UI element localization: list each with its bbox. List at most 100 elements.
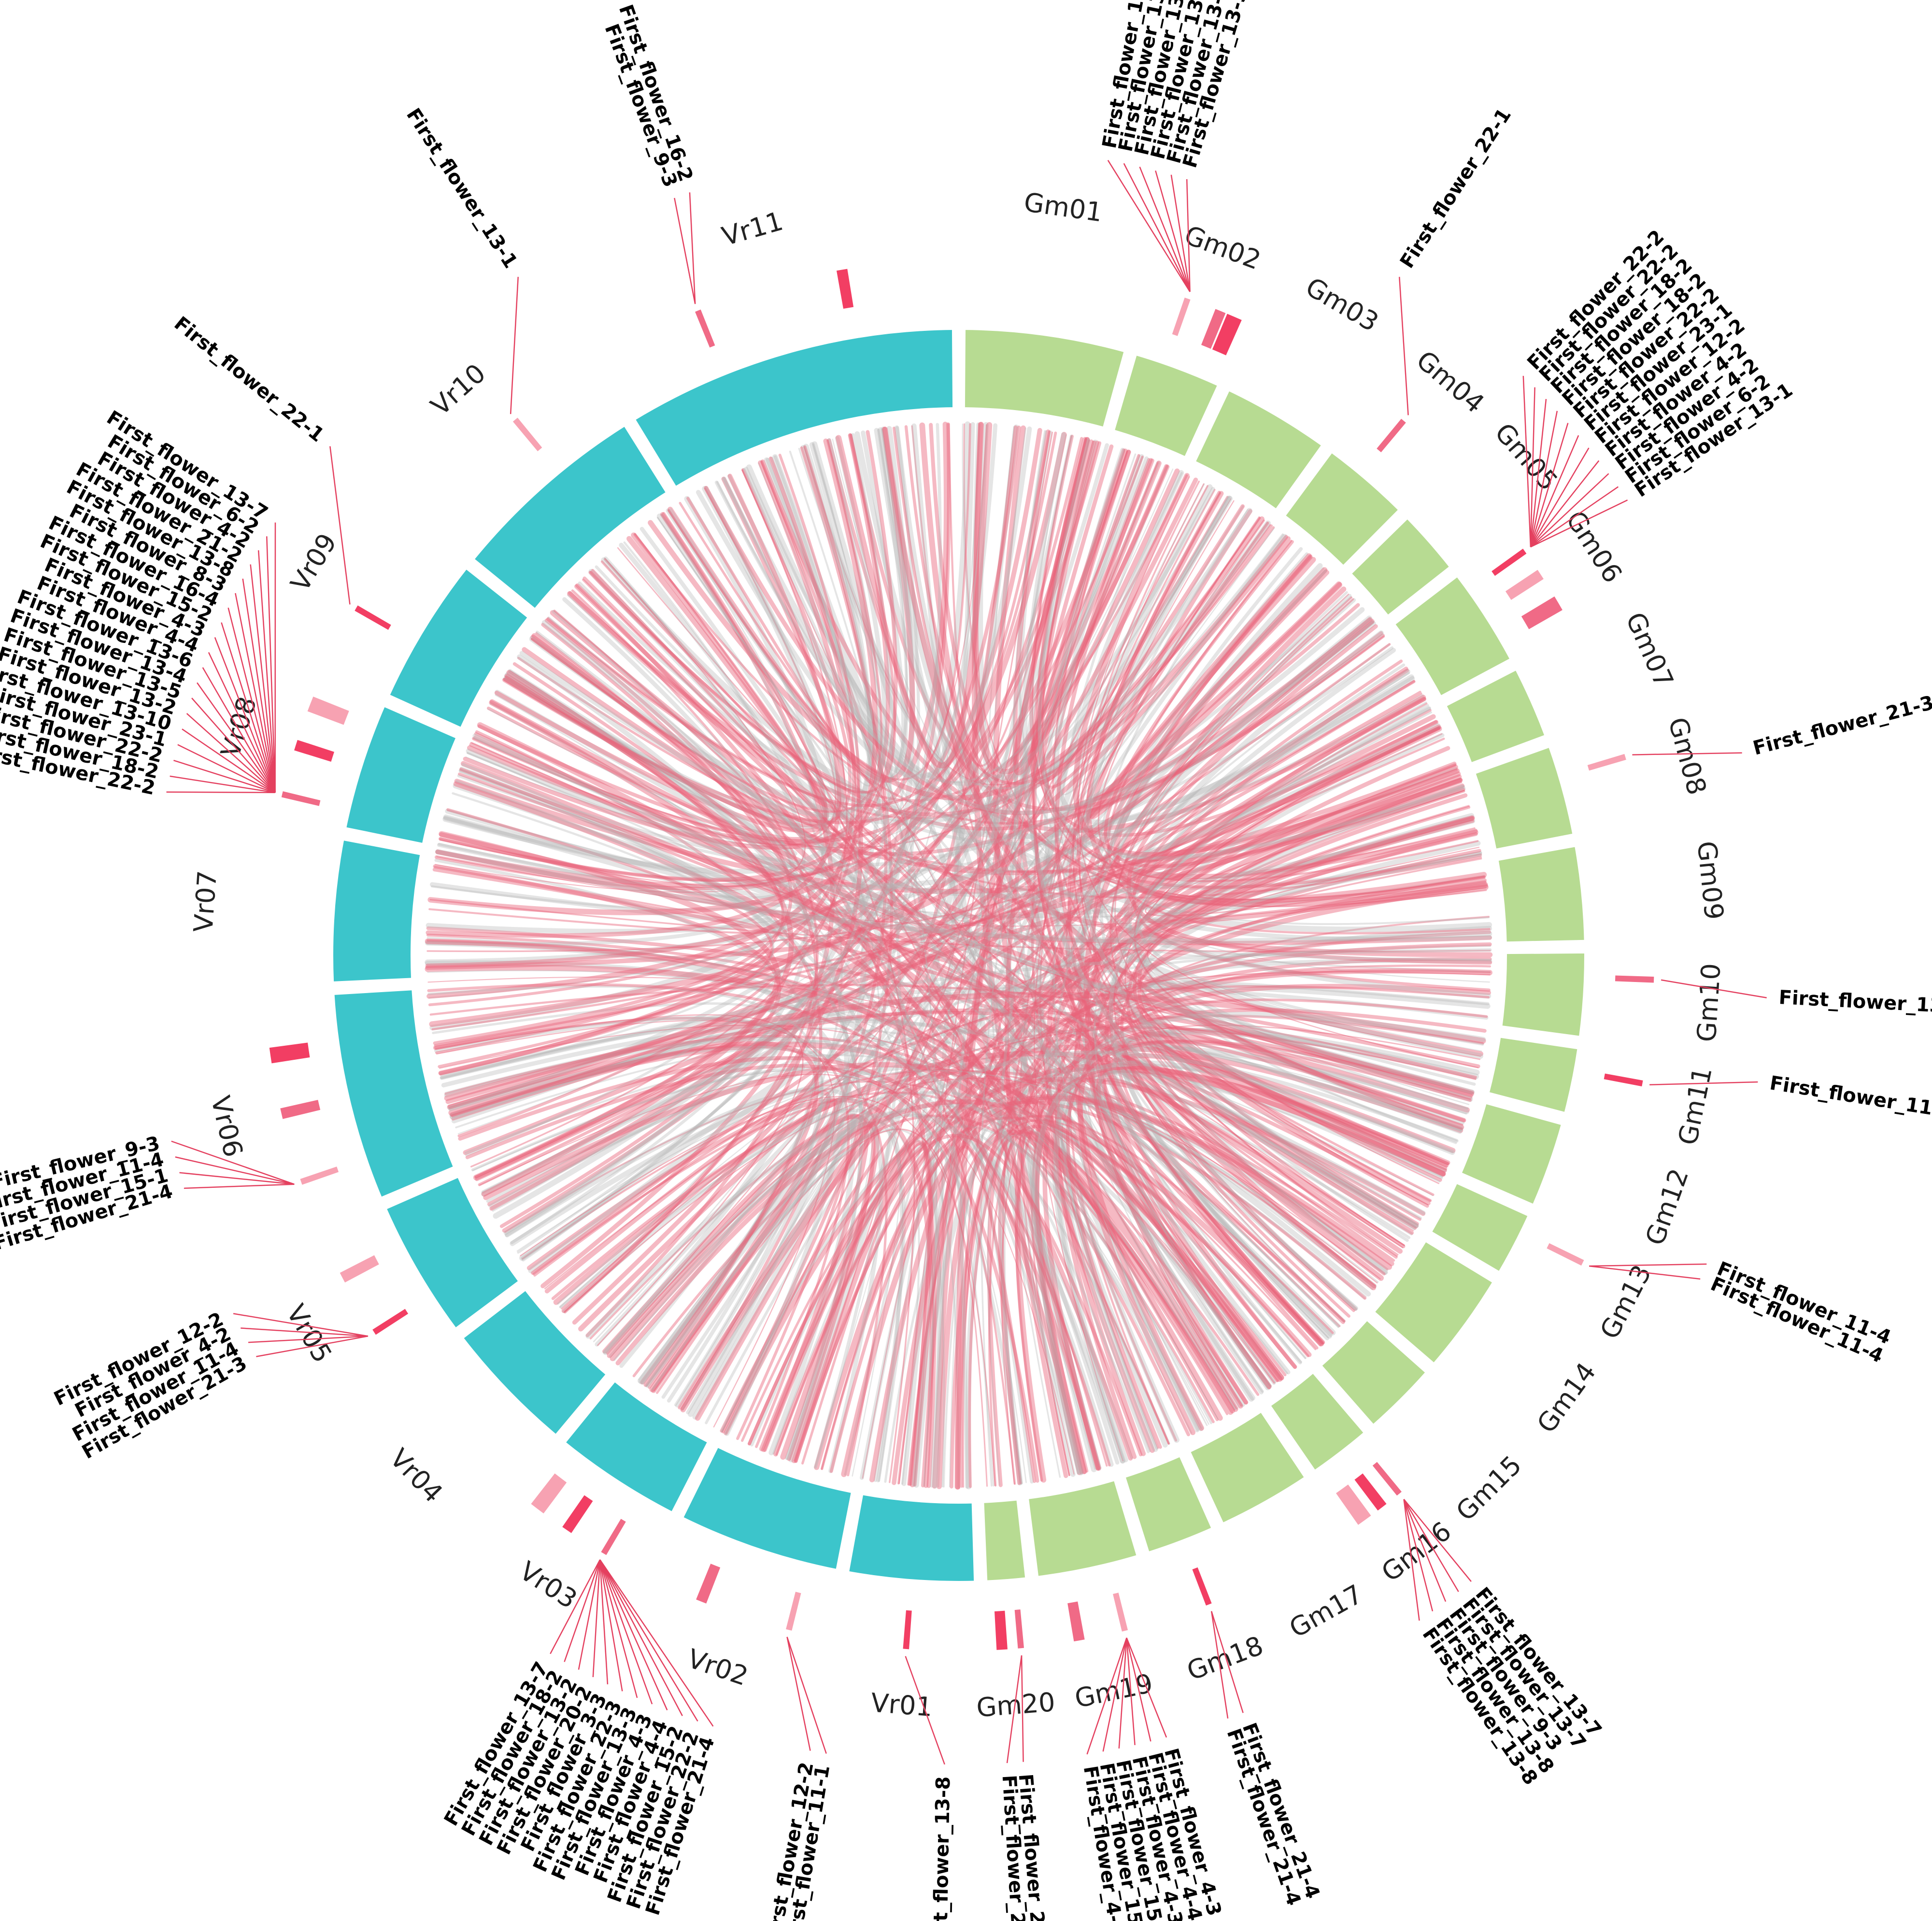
synteny-link <box>451 1008 1473 1121</box>
synteny-link <box>764 454 894 778</box>
qtl-leader-line <box>197 682 276 793</box>
synteny-link <box>1054 591 1348 1450</box>
synteny-link <box>1094 701 1427 1389</box>
qtl-leader-line <box>1155 170 1191 292</box>
synteny-link <box>766 457 1034 1484</box>
synteny-link <box>913 1046 1469 1488</box>
synteny-link <box>544 971 1491 1290</box>
synteny-link <box>445 783 778 901</box>
qtl-leader-line <box>329 446 351 605</box>
qtl-leader-line <box>171 1140 295 1185</box>
synteny-link <box>448 1046 1023 1485</box>
synteny-link <box>425 940 856 1455</box>
synteny-link <box>1053 509 1249 1430</box>
synteny-link <box>800 445 1466 862</box>
chromosome-gm06 <box>1389 570 1516 702</box>
synteny-link <box>494 476 846 833</box>
synteny-link <box>503 669 797 856</box>
qtl-leader-line <box>1399 277 1409 415</box>
synteny-link <box>475 730 823 1389</box>
synteny-link <box>536 630 1416 1231</box>
synteny-link <box>427 941 1096 1470</box>
synteny-link <box>679 502 1435 1196</box>
synteny-link <box>932 448 1128 1489</box>
qtl-marker <box>512 417 542 452</box>
synteny-link <box>962 423 1490 983</box>
synteny-link <box>1124 728 1440 1255</box>
qtl-marker <box>786 1592 801 1631</box>
qtl-leader-line <box>1522 376 1532 547</box>
synteny-link <box>435 675 784 1054</box>
synteny-link <box>429 898 1491 953</box>
qtl-marker <box>1505 569 1544 600</box>
synteny-link <box>1081 1095 1358 1395</box>
synteny-link <box>477 603 1360 856</box>
qtl-label: First_flower_11-1 <box>1768 1072 1932 1123</box>
synteny-link <box>1074 695 1426 1431</box>
qtl-leader-line <box>250 564 276 793</box>
qtl-marker <box>269 1042 310 1064</box>
qtl-leader-line <box>1530 460 1600 548</box>
synteny-link <box>1077 563 1323 1391</box>
synteny-link <box>651 534 1285 1391</box>
synteny-link <box>469 742 784 881</box>
synteny-link <box>1080 547 1303 1365</box>
synteny-link <box>444 992 1486 1101</box>
synteny-link <box>648 516 1264 801</box>
qtl-marker <box>372 1309 409 1335</box>
synteny-link <box>465 513 824 1157</box>
synteny-link <box>884 1063 1454 1483</box>
chromosome-gm17 <box>1184 1406 1311 1529</box>
qtl-leader-line <box>191 697 276 793</box>
chromosome-vr03 <box>559 1375 713 1518</box>
synteny-link <box>427 983 1111 1466</box>
synteny-link <box>512 662 1190 1437</box>
synteny-link <box>950 957 1492 1489</box>
synteny-link <box>1121 1057 1414 1246</box>
synteny-link <box>804 446 1261 785</box>
synteny-link <box>474 524 1271 849</box>
qtl-marker <box>281 791 321 806</box>
synteny-link <box>1102 1041 1467 1379</box>
synteny-link <box>495 671 796 859</box>
synteny-link <box>434 858 817 1387</box>
synteny-link <box>844 1143 926 1482</box>
synteny-link <box>531 633 1223 1421</box>
synteny-link <box>1127 1040 1446 1229</box>
chromosome-vr02 <box>677 1441 857 1575</box>
synteny-link <box>998 1124 1279 1485</box>
synteny-link <box>439 456 856 1076</box>
synteny-link <box>882 427 1464 1130</box>
synteny-link <box>435 427 1042 888</box>
synteny-link <box>471 742 1471 1100</box>
synteny-link <box>724 1077 1426 1436</box>
synteny-link <box>504 674 1133 1461</box>
qtl-leader-line <box>599 1559 668 1710</box>
synteny-link <box>533 985 1490 1277</box>
synteny-link <box>836 422 993 768</box>
synteny-link <box>600 434 896 794</box>
synteny-link <box>892 720 1439 1485</box>
chromosome-label: Gm10 <box>1691 962 1727 1043</box>
synteny-link <box>1077 968 1492 1436</box>
synteny-link <box>444 1037 1199 1433</box>
qtl-leader-line <box>1139 166 1191 292</box>
qtl-leader-line <box>1661 979 1767 998</box>
synteny-link <box>552 610 1276 1385</box>
synteny-link <box>919 422 1384 1281</box>
synteny-link <box>439 832 1466 1123</box>
synteny-link <box>438 702 782 899</box>
chromosome-vr06 <box>329 985 459 1203</box>
synteny-link <box>457 469 1174 1135</box>
qtl-leader-line <box>202 667 276 793</box>
qtl-leader-line <box>1530 499 1628 548</box>
synteny-link <box>517 654 849 1436</box>
synteny-link <box>520 1096 996 1486</box>
synteny-link <box>860 534 1287 1480</box>
synteny-link <box>1090 569 1330 819</box>
synteny-link <box>759 815 1475 1451</box>
chromosome-label: Gm12 <box>1639 1165 1694 1249</box>
synteny-link <box>661 1116 858 1414</box>
qtl-leader-line <box>599 1559 698 1722</box>
